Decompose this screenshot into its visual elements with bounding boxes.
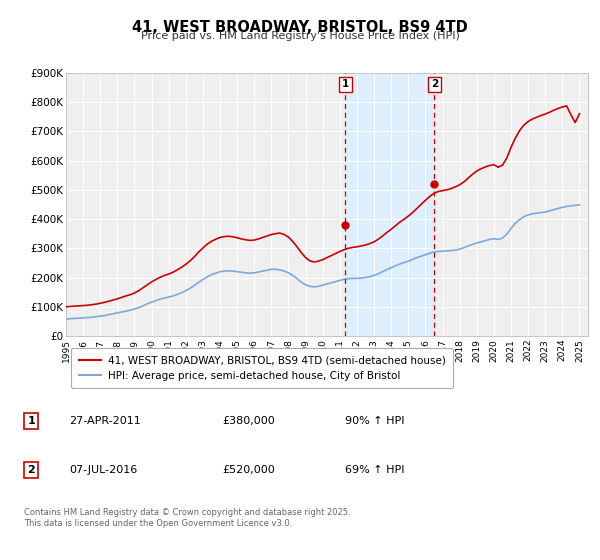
Text: Contains HM Land Registry data © Crown copyright and database right 2025.
This d: Contains HM Land Registry data © Crown c… [24, 508, 350, 528]
Text: £520,000: £520,000 [222, 465, 275, 475]
Text: 69% ↑ HPI: 69% ↑ HPI [345, 465, 404, 475]
Text: 90% ↑ HPI: 90% ↑ HPI [345, 416, 404, 426]
Text: 41, WEST BROADWAY, BRISTOL, BS9 4TD: 41, WEST BROADWAY, BRISTOL, BS9 4TD [132, 20, 468, 35]
Text: 2: 2 [431, 80, 438, 90]
Text: 2: 2 [28, 465, 35, 475]
Text: Price paid vs. HM Land Registry's House Price Index (HPI): Price paid vs. HM Land Registry's House … [140, 31, 460, 41]
Text: 27-APR-2011: 27-APR-2011 [69, 416, 141, 426]
Bar [346, 73, 434, 336]
Text: 1: 1 [341, 80, 349, 90]
Legend: 41, WEST BROADWAY, BRISTOL, BS9 4TD (semi-detached house), HPI: Average price, s: 41, WEST BROADWAY, BRISTOL, BS9 4TD (sem… [71, 348, 453, 388]
Text: 07-JUL-2016: 07-JUL-2016 [69, 465, 137, 475]
Text: £380,000: £380,000 [222, 416, 275, 426]
Text: 1: 1 [28, 416, 35, 426]
